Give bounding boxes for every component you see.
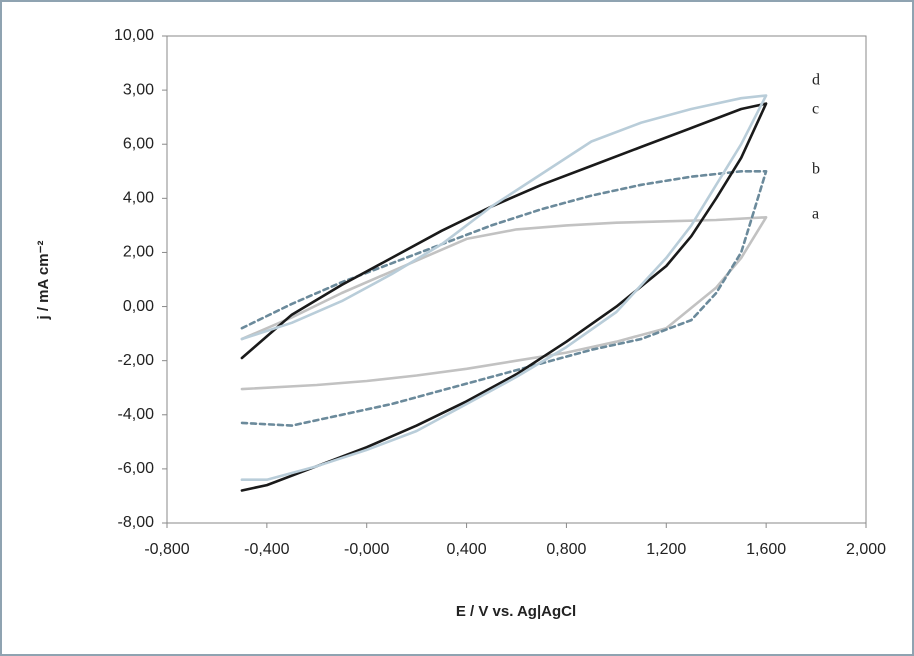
x-tick-label: -0,000 <box>344 541 389 558</box>
x-tick-label: -0,400 <box>244 541 289 558</box>
y-tick-label: 0,00 <box>123 298 154 315</box>
y-tick-label: -8,00 <box>118 514 155 531</box>
x-tick-label: 0,400 <box>447 541 487 558</box>
series-label: c <box>812 101 819 118</box>
y-tick-label: 3,00 <box>123 81 154 98</box>
x-axis-title: E / V vs. Ag|AgCl <box>456 603 576 620</box>
y-tick-label: -2,00 <box>118 352 155 369</box>
x-tick-label: 0,800 <box>546 541 586 558</box>
y-tick-label: 10,00 <box>114 27 154 44</box>
y-tick-label: 6,00 <box>123 135 154 152</box>
plot-area <box>166 35 867 524</box>
y-axis-title: j / mA cm⁻² <box>35 240 52 320</box>
series-line <box>240 94 768 482</box>
series-label: b <box>812 161 820 178</box>
y-tick-label: 2,00 <box>123 244 154 261</box>
x-tick-label: 1,200 <box>646 541 686 558</box>
y-tick-label: -4,00 <box>118 406 155 423</box>
series-label: a <box>812 206 819 223</box>
series-label: d <box>812 72 820 89</box>
x-tick-label: 2,000 <box>846 541 886 558</box>
x-tick-label: -0,800 <box>144 541 189 558</box>
y-tick-label: 4,00 <box>123 190 154 207</box>
y-tick-label: -6,00 <box>118 460 155 477</box>
series-line <box>240 102 768 492</box>
x-tick-label: 1,600 <box>746 541 786 558</box>
